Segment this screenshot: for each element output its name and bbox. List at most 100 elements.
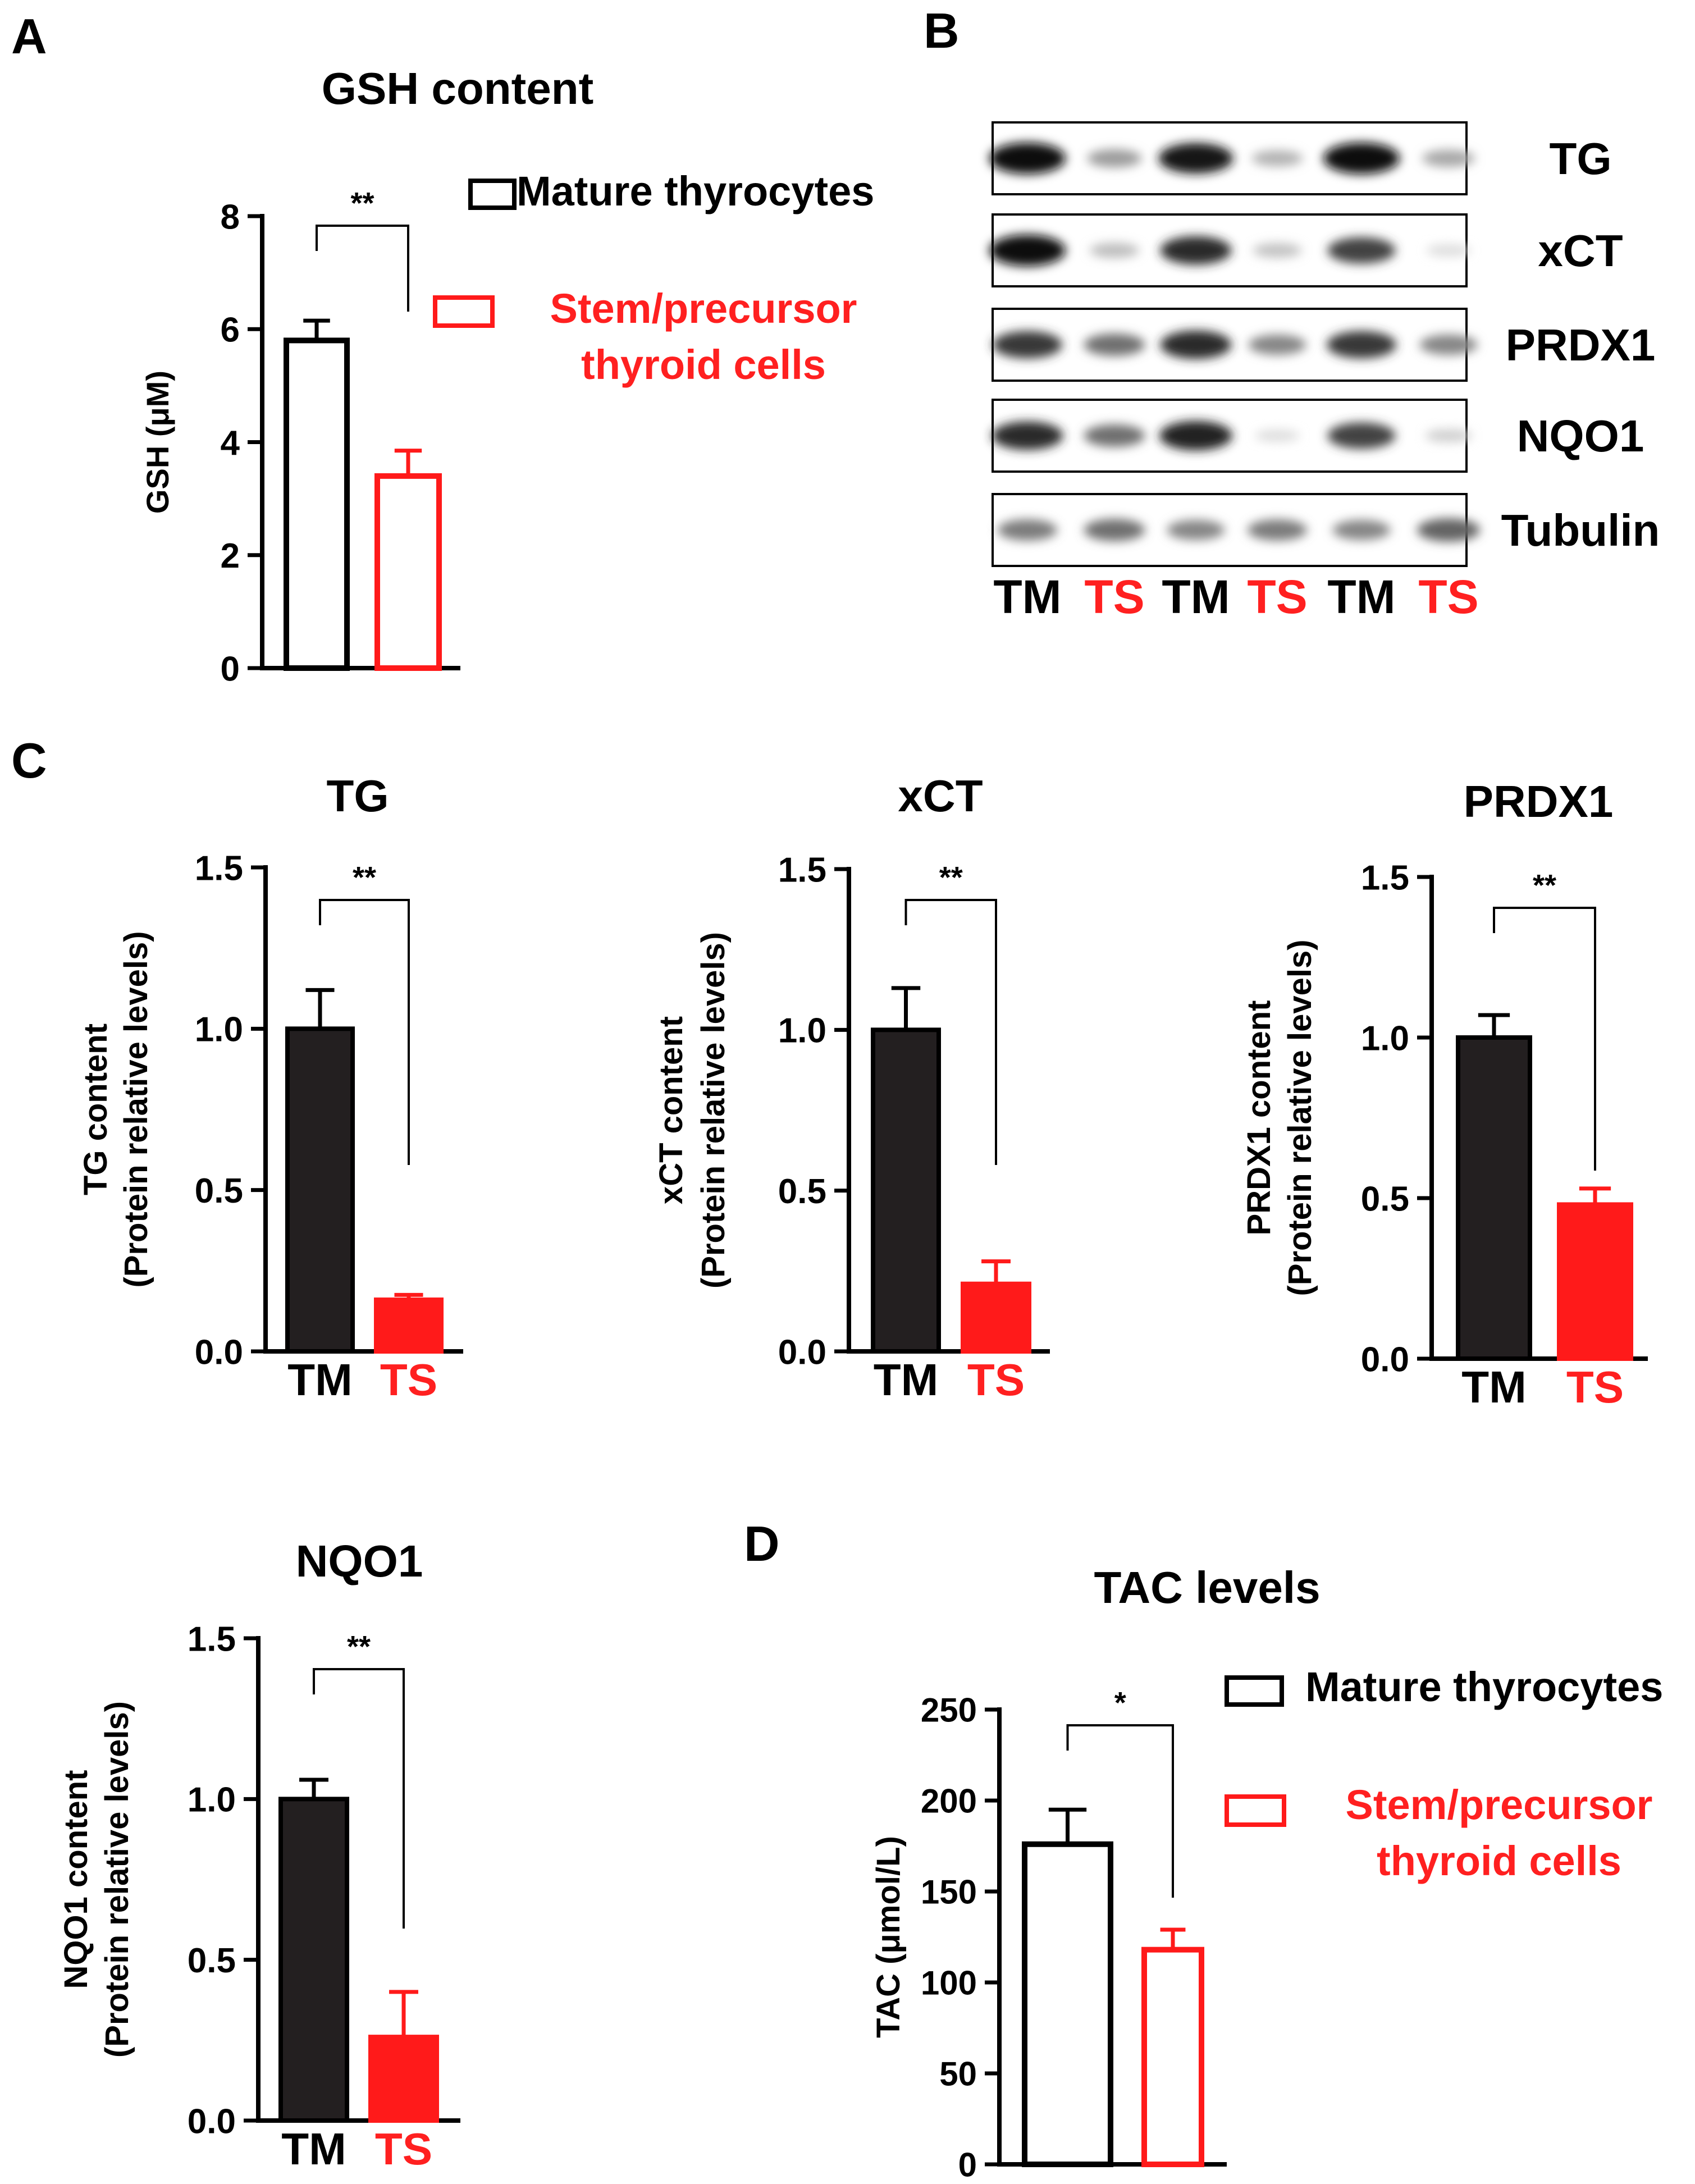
- blot-band: [1332, 519, 1391, 541]
- legend-label-stem-line1: Stem/precursor: [550, 285, 857, 332]
- blot-band: [1159, 421, 1232, 451]
- legend-d-swatch-stem: [1225, 1794, 1286, 1827]
- blot-band: [1084, 333, 1145, 356]
- y-tick-label: 0.0: [195, 1333, 243, 1372]
- bar-stem-precursor: [1141, 1947, 1204, 2167]
- y-axis-label: NQO1 content: [58, 1770, 94, 1989]
- significance-stars: **: [1533, 869, 1556, 902]
- blot-lane-label: TS: [1084, 570, 1144, 623]
- y-tick-label: 8: [221, 198, 240, 236]
- blot-lane-label: TM: [1327, 570, 1395, 623]
- blot-band: [1251, 150, 1303, 167]
- panel-label-d: D: [744, 1516, 780, 1571]
- significance-bracket: [904, 899, 997, 1165]
- x-tick-label: TS: [380, 1355, 437, 1405]
- y-tick-label: 1.5: [188, 1620, 236, 1658]
- blot-band: [1255, 429, 1300, 442]
- legend-swatch-stem: [433, 295, 495, 328]
- panel-label-b: B: [924, 3, 960, 58]
- y-tick-label: 6: [221, 311, 240, 350]
- y-axis-label-secondary: (Protein relative levels): [1282, 939, 1318, 1296]
- legend-panel-d: Mature thyrocytes Stem/precursor thyroid…: [1225, 1664, 1663, 1884]
- legend-d-label-mature: Mature thyrocytes: [1305, 1664, 1663, 1710]
- blot-band: [989, 235, 1066, 266]
- chart-title: TG: [326, 771, 389, 821]
- blot-row-label-prdx1: PRDX1: [1506, 320, 1656, 370]
- chart-xct: xCT 0.0 0.5 1.0 1.5 xCT content (Protein relat…: [653, 771, 1050, 1405]
- y-tick-label: 0.5: [778, 1172, 826, 1211]
- blot-band: [1417, 518, 1480, 542]
- blot-band: [1419, 334, 1478, 355]
- bar-ts: [374, 1297, 444, 1354]
- chart-tac-levels: TAC levels 0 50 100 150 200 250 TAC (μmol/L) *: [870, 1562, 1321, 2184]
- blot-band: [1158, 143, 1233, 174]
- chart-title: PRDX1: [1464, 776, 1614, 826]
- y-axis-label: TG content: [77, 1024, 114, 1195]
- legend-d-swatch-mature: [1225, 1675, 1284, 1707]
- blot-band: [1087, 149, 1142, 168]
- y-tick-label: 150: [921, 1874, 977, 1911]
- blot-lane-label: TS: [1418, 570, 1478, 623]
- blot-band: [1422, 149, 1475, 167]
- blot-band: [1253, 243, 1302, 258]
- blot-band: [1167, 519, 1225, 541]
- bar-ts: [368, 2035, 439, 2123]
- y-tick-label: 1.0: [195, 1011, 243, 1049]
- panel-label-c: C: [11, 733, 47, 788]
- y-tick-label: 0.5: [195, 1172, 243, 1210]
- x-tick-label: TM: [1461, 1362, 1527, 1412]
- blot-band: [1248, 519, 1307, 541]
- y-axis-label: xCT content: [653, 1016, 689, 1204]
- legend-d-label-stem-line1: Stem/precursor: [1346, 1781, 1653, 1828]
- bar-mature: [284, 337, 350, 671]
- blot-band: [992, 421, 1063, 450]
- y-tick-label: 1.0: [188, 1781, 236, 1820]
- panel-label-a: A: [11, 8, 47, 64]
- bar-tm: [278, 1797, 349, 2123]
- bar-ts: [961, 1281, 1031, 1354]
- chart-prdx1: PRDX1 0.0 0.5 1.0 1.5 PRDX1 content (Protein r…: [1241, 776, 1648, 1412]
- blot-row-label-xct: xCT: [1538, 226, 1623, 276]
- significance-stars: **: [347, 1630, 371, 1664]
- y-tick-label: 100: [921, 1964, 977, 2002]
- blot-band: [1426, 244, 1471, 257]
- y-tick-label: 1.0: [778, 1012, 826, 1050]
- blot-band: [1327, 422, 1396, 449]
- legend-panel-a: Mature thyrocytes Stem/precursor thyroid…: [433, 168, 874, 388]
- significance-bracket: [313, 1668, 405, 1929]
- bar-tm: [1456, 1035, 1532, 1361]
- y-tick-label: 0.0: [188, 2102, 236, 2141]
- y-tick-label: 2: [221, 537, 240, 575]
- bar-stem-precursor: [374, 473, 442, 671]
- blot-row-label-tg: TG: [1549, 134, 1611, 184]
- y-axis-label-secondary: (Protein relative levels): [99, 1701, 135, 2058]
- blot-lane-label: TM: [1162, 570, 1230, 623]
- chart-title: xCT: [898, 771, 983, 821]
- blot-band: [1084, 424, 1145, 447]
- legend-label-stem-line2: thyroid cells: [581, 341, 826, 388]
- legend-label-mature: Mature thyrocytes: [517, 168, 874, 214]
- x-tick-label: TS: [967, 1355, 1025, 1405]
- chart-gsh-content: GSH content 0 2 4 6 8 GSH (μM) **: [140, 63, 593, 688]
- western-blot: TG xCT PRDX1 NQO1 Tubulin TM TS TM TS TM TS: [989, 121, 1660, 623]
- y-tick-label: 1.5: [778, 851, 826, 889]
- significance-bracket: [1066, 1724, 1174, 1898]
- chart-title: NQO1: [296, 1536, 423, 1586]
- chart-title: GSH content: [322, 63, 593, 113]
- y-axis-label-secondary: (Protein relative levels): [695, 932, 732, 1289]
- y-tick-label: 1.5: [1361, 858, 1409, 897]
- blot-lane-label: TS: [1247, 570, 1307, 623]
- significance-bracket: [1493, 907, 1596, 1171]
- blot-band: [1160, 330, 1232, 359]
- y-tick-label: 250: [921, 1692, 977, 1729]
- significance-stars: **: [350, 186, 374, 220]
- blot-band: [1090, 243, 1139, 258]
- y-axis-label: GSH (μM): [140, 371, 175, 514]
- blot-band: [1327, 237, 1396, 264]
- x-tick-label: TM: [874, 1355, 939, 1405]
- blot-band: [1160, 236, 1232, 265]
- blot-band: [989, 143, 1066, 174]
- x-tick-label: TS: [1566, 1362, 1624, 1412]
- chart-title: TAC levels: [1094, 1562, 1320, 1612]
- blot-band: [1425, 428, 1472, 443]
